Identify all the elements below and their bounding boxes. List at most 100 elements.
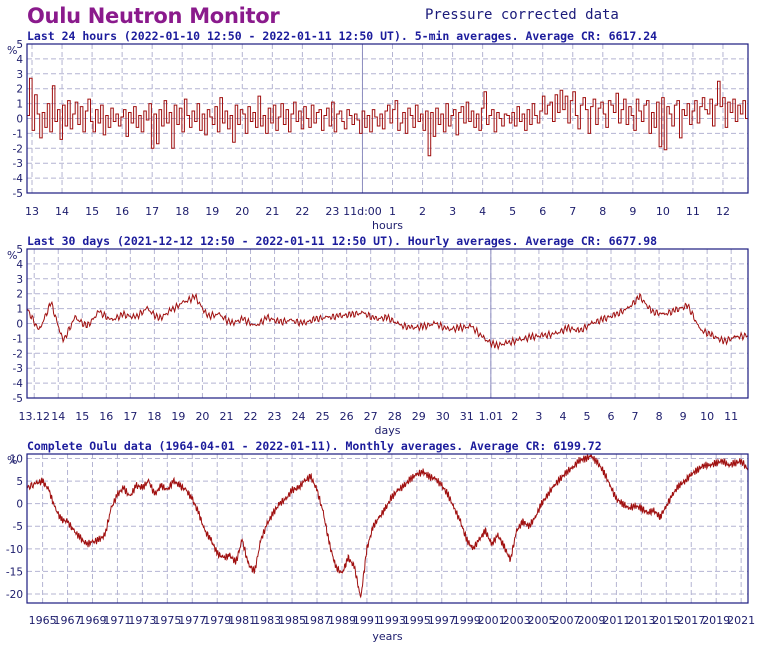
- x-tick-label: 1991: [353, 614, 381, 627]
- x-tick-label: 20: [235, 205, 249, 218]
- x-tick-label: 1965: [29, 614, 57, 627]
- x-tick-label: 17: [123, 410, 137, 423]
- y-tick-label: -3: [13, 158, 23, 170]
- x-tick-label: 29: [412, 410, 426, 423]
- y-tick-label: 5: [16, 244, 23, 256]
- x-tick-label: 2005: [528, 614, 556, 627]
- y-tick-label: 2: [16, 289, 23, 301]
- x-axis-label: years: [372, 630, 403, 643]
- x-tick-label: 22: [295, 205, 309, 218]
- x-tick-label: 1967: [54, 614, 82, 627]
- x-tick-label: 2021: [727, 614, 755, 627]
- x-tick-label: 1.01: [479, 410, 504, 423]
- y-tick-label: 4: [16, 54, 23, 66]
- x-tick-label: 21: [219, 410, 233, 423]
- x-tick-label: 19: [171, 410, 185, 423]
- x-tick-label: 23: [268, 410, 282, 423]
- x-tick-label: 15: [75, 410, 89, 423]
- x-tick-label: 1999: [453, 614, 481, 627]
- data-series-line: [26, 453, 748, 599]
- chart-caption: Last 30 days (2021-12-12 12:50 - 2022-01…: [27, 234, 657, 248]
- plot-frame: [26, 453, 749, 604]
- x-tick-label: 2019: [702, 614, 730, 627]
- data-series-line: [26, 292, 749, 351]
- y-tick-label: 3: [16, 69, 23, 81]
- page-title: Oulu Neutron Monitor: [27, 4, 280, 28]
- x-tick-label: 16: [115, 205, 129, 218]
- page-subtitle: Pressure corrected data: [425, 7, 619, 23]
- y-tick-label: -2: [13, 348, 23, 360]
- plot-frame: [26, 43, 749, 194]
- x-tick-label: 2007: [553, 614, 581, 627]
- x-tick-label: 6: [608, 410, 615, 423]
- x-tick-label: 14: [51, 410, 65, 423]
- x-tick-label: 1975: [153, 614, 181, 627]
- y-axis-label: %: [7, 44, 17, 57]
- y-tick-label: 5: [16, 476, 23, 488]
- x-tick-label: 24: [292, 410, 306, 423]
- x-tick-label: 5: [509, 205, 516, 218]
- x-tick-label: 20: [195, 410, 209, 423]
- x-tick-label: 1989: [328, 614, 356, 627]
- x-tick-label: 1997: [428, 614, 456, 627]
- y-tick-label: -1: [13, 333, 23, 345]
- x-tick-label: 25: [316, 410, 330, 423]
- x-tick-label: 1985: [278, 614, 306, 627]
- x-tick-label: 1987: [303, 614, 331, 627]
- x-axis-label: days: [375, 424, 401, 437]
- x-tick-label: 2015: [652, 614, 680, 627]
- x-tick-label: 6: [539, 205, 546, 218]
- x-tick-label: 14: [55, 205, 69, 218]
- x-tick-label: 1977: [178, 614, 206, 627]
- y-tick-label: -3: [13, 363, 23, 375]
- x-tick-label: 13.12: [18, 410, 50, 423]
- y-tick-label: -1: [13, 128, 23, 140]
- y-tick-label: -15: [6, 566, 23, 578]
- x-axis-label: hours: [372, 219, 403, 232]
- y-tick-label: -5: [13, 188, 23, 200]
- x-tick-label: 7: [632, 410, 639, 423]
- x-tick-label: 2017: [677, 614, 705, 627]
- y-tick-label: -4: [13, 378, 24, 390]
- x-tick-label: 1981: [228, 614, 256, 627]
- x-tick-label: 8: [656, 410, 663, 423]
- y-tick-label: 0: [16, 114, 23, 126]
- x-tick-label: 1995: [403, 614, 431, 627]
- y-axis-label: %: [7, 454, 17, 467]
- x-tick-label: 18: [175, 205, 189, 218]
- x-tick-label: 17: [145, 205, 159, 218]
- x-tick-label: 30: [436, 410, 450, 423]
- x-tick-label: 13: [25, 205, 39, 218]
- x-tick-label: 2009: [577, 614, 605, 627]
- x-tick-label: 1979: [203, 614, 231, 627]
- x-tick-label: 21: [265, 205, 279, 218]
- x-tick-label: 11d:00: [343, 205, 382, 218]
- x-tick-label: 4: [479, 205, 486, 218]
- x-tick-label: 2: [419, 205, 426, 218]
- x-tick-label: 10: [700, 410, 714, 423]
- x-tick-label: 3: [535, 410, 542, 423]
- x-tick-label: 2003: [503, 614, 531, 627]
- x-tick-label: 27: [364, 410, 378, 423]
- y-tick-label: -10: [6, 544, 23, 556]
- y-tick-label: -5: [13, 393, 23, 405]
- x-tick-label: 15: [85, 205, 99, 218]
- plot-frame: [26, 248, 749, 399]
- y-axis-label: %: [7, 249, 17, 262]
- y-tick-label: 0: [16, 319, 23, 331]
- x-tick-label: 2001: [478, 614, 506, 627]
- y-tick-label: -4: [13, 173, 24, 185]
- x-tick-label: 23: [325, 205, 339, 218]
- chart-caption: Complete Oulu data (1964-04-01 - 2022-01…: [27, 439, 602, 453]
- chart-2: Last 30 days (2021-12-12 12:50 - 2022-01…: [7, 234, 749, 437]
- x-tick-label: 3: [449, 205, 456, 218]
- y-tick-label: -5: [13, 521, 23, 533]
- x-tick-label: 12: [716, 205, 730, 218]
- y-tick-label: -2: [13, 143, 23, 155]
- y-tick-label: -20: [6, 589, 23, 601]
- x-tick-label: 18: [147, 410, 161, 423]
- x-tick-label: 10: [656, 205, 670, 218]
- x-tick-label: 5: [583, 410, 590, 423]
- y-tick-label: 0: [16, 499, 23, 511]
